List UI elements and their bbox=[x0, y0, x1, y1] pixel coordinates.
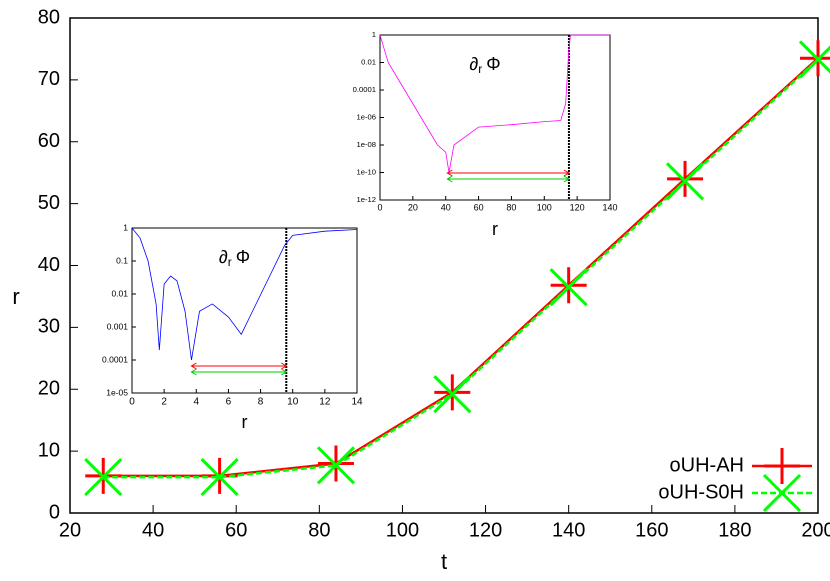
y-tick-label: 0.01 bbox=[361, 58, 376, 67]
x-tick-label: 180 bbox=[718, 519, 751, 541]
title-part: r bbox=[478, 62, 482, 76]
x-tick-label: 12 bbox=[319, 397, 331, 408]
point-marker bbox=[549, 268, 588, 307]
y-tick-label: 50 bbox=[38, 192, 60, 214]
y-tick-label: 0.01 bbox=[111, 288, 128, 298]
title-part: Φ bbox=[486, 54, 500, 74]
x-tick-label: 20 bbox=[59, 519, 81, 541]
x-tick-label: 4 bbox=[194, 397, 200, 408]
point-marker bbox=[200, 458, 239, 497]
x-tick-label: 0 bbox=[377, 202, 382, 212]
legend-label: oUH-S0H bbox=[658, 481, 744, 503]
x-tick-label: 60 bbox=[474, 202, 484, 212]
span-arrow bbox=[446, 175, 570, 183]
span-arrow bbox=[446, 169, 570, 177]
x-tick-label: 20 bbox=[408, 202, 418, 212]
y-tick-label: 0.0001 bbox=[353, 85, 376, 94]
y-tick-label: 1e-12 bbox=[356, 195, 376, 204]
point-marker bbox=[665, 162, 705, 201]
x-axis-label: r bbox=[492, 219, 498, 239]
x-tick-label: 160 bbox=[635, 519, 668, 541]
x-tick-label: 100 bbox=[386, 519, 419, 541]
x-tick-label: 6 bbox=[226, 397, 232, 408]
point-marker bbox=[433, 375, 472, 414]
y-tick-label: 40 bbox=[38, 254, 60, 276]
x-axis-label: t bbox=[441, 549, 447, 574]
series-line bbox=[379, 34, 610, 173]
y-tick-label: 0 bbox=[49, 501, 60, 523]
title-part: r bbox=[228, 255, 232, 269]
y-tick-label: 30 bbox=[38, 316, 60, 338]
x-tick-label: 140 bbox=[602, 202, 617, 212]
y-tick-label: 70 bbox=[38, 68, 60, 90]
point-marker bbox=[798, 40, 830, 79]
legend-marker bbox=[762, 473, 802, 513]
y-tick-label: 0.001 bbox=[107, 321, 129, 331]
y-tick-label: 1e-06 bbox=[356, 113, 376, 122]
x-tick-label: 60 bbox=[225, 519, 247, 541]
inset-title: ∂r Φ bbox=[469, 54, 500, 76]
inset-title: ∂r Φ bbox=[219, 247, 250, 269]
x-tick-label: 14 bbox=[351, 397, 363, 408]
title-part: Φ bbox=[236, 247, 250, 267]
x-tick-label: 8 bbox=[258, 397, 264, 408]
series-line bbox=[131, 227, 358, 361]
x-tick-label: 120 bbox=[469, 519, 502, 541]
y-tick-label: 80 bbox=[38, 6, 60, 28]
x-tick-label: 80 bbox=[308, 519, 330, 541]
y-tick-label: 1e-05 bbox=[106, 387, 128, 397]
y-tick-label: 1 bbox=[123, 222, 128, 232]
legend-marker bbox=[764, 448, 800, 484]
x-tick-label: 10 bbox=[287, 397, 299, 408]
x-tick-label: 100 bbox=[537, 202, 552, 212]
x-tick-label: 140 bbox=[552, 519, 585, 541]
span-arrow bbox=[190, 362, 288, 370]
y-axis-label: r bbox=[12, 284, 19, 309]
legend-label: oUH-AH bbox=[670, 454, 744, 476]
point-marker bbox=[84, 458, 123, 497]
point-marker bbox=[667, 160, 704, 197]
y-tick-label: 1e-10 bbox=[356, 168, 376, 177]
y-tick-label: 1 bbox=[372, 30, 376, 39]
x-tick-label: 80 bbox=[506, 202, 516, 212]
x-tick-label: 40 bbox=[441, 202, 451, 212]
title-part: ∂ bbox=[219, 247, 228, 267]
y-tick-label: 0.1 bbox=[116, 255, 128, 265]
y-tick-label: 10 bbox=[38, 439, 60, 461]
y-tick-label: 60 bbox=[38, 130, 60, 152]
y-tick-label: 20 bbox=[38, 378, 60, 400]
x-tick-label: 2 bbox=[161, 397, 167, 408]
x-tick-label: 200 bbox=[801, 519, 830, 541]
x-tick-label: 120 bbox=[570, 202, 585, 212]
x-tick-label: 40 bbox=[142, 519, 164, 541]
y-tick-label: 0.0001 bbox=[102, 354, 128, 364]
point-marker bbox=[316, 446, 356, 485]
span-arrow bbox=[190, 368, 288, 376]
x-tick-label: 0 bbox=[129, 397, 135, 408]
y-tick-label: 1e-08 bbox=[356, 140, 376, 149]
title-part: ∂ bbox=[469, 54, 478, 74]
x-axis-label: r bbox=[242, 412, 248, 432]
